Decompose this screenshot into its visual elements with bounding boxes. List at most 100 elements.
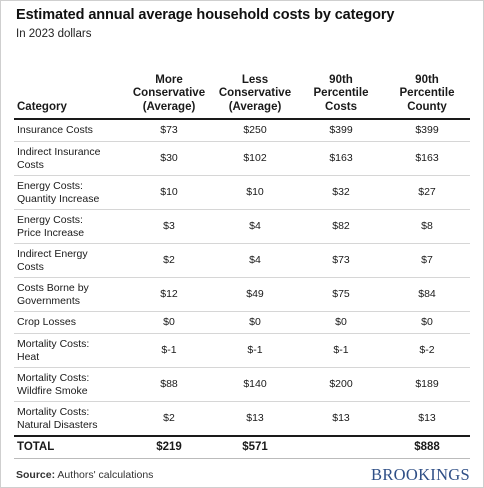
table-row: Energy Costs: Price Increase $3 $4 $82 $8 <box>14 209 470 244</box>
brookings-logo: BROOKINGS <box>371 465 470 484</box>
text-line: 90th <box>329 73 353 86</box>
column-header: 90th Percentile County <box>384 68 470 120</box>
value-cell: $27 <box>384 175 470 210</box>
text-line: Percentile <box>399 87 455 99</box>
value-cell: $140 <box>212 367 298 402</box>
text-line: Costs Borne by <box>17 282 89 294</box>
text-line: Mortality Costs: <box>17 338 90 350</box>
value-cell: $2 <box>126 401 212 437</box>
value-cell: $163 <box>384 141 470 176</box>
value-cell: $4 <box>212 243 298 278</box>
source-label: Source: <box>16 469 56 481</box>
value-cell: $163 <box>298 141 384 176</box>
text-line: Quantity Increase <box>17 192 100 205</box>
text-line: Natural Disasters <box>17 418 98 431</box>
category-cell: Mortality Costs: Heat <box>14 333 126 368</box>
value-cell: $3 <box>126 209 212 244</box>
text-line: Conservative <box>218 87 292 99</box>
text-line: More <box>155 73 183 86</box>
text-line: Percentile <box>313 87 369 99</box>
text-line: Category <box>17 100 67 113</box>
text-line: 90th <box>415 73 439 86</box>
value-cell: $13 <box>384 401 470 437</box>
table-row: Mortality Costs: Wildfire Smoke $88 $140 $20… <box>14 367 470 402</box>
text-line: Energy Costs: <box>17 180 83 192</box>
value-cell: $8 <box>384 209 470 244</box>
total-value <box>298 435 384 459</box>
text-line: (Average) <box>142 100 196 113</box>
category-cell: Mortality Costs: Wildfire Smoke <box>14 367 126 402</box>
value-cell: $200 <box>298 367 384 402</box>
table-row: Mortality Costs: Natural Disasters $2 $13 $1… <box>14 401 470 437</box>
value-cell: $10 <box>126 175 212 210</box>
value-cell: $30 <box>126 141 212 176</box>
value-cell: $0 <box>384 311 470 334</box>
text-line: Costs <box>325 100 357 113</box>
category-cell: Costs Borne by Governments <box>14 277 126 312</box>
header-row: Category More Conservative (Average) Less Con… <box>14 68 470 120</box>
text-line: Energy Costs: <box>17 214 83 226</box>
column-header: More Conservative (Average) <box>126 68 212 120</box>
text-line: Insurance Costs <box>17 124 93 137</box>
table-subtitle: In 2023 dollars <box>16 28 92 40</box>
value-cell: $399 <box>384 119 470 142</box>
value-cell: $-1 <box>298 333 384 368</box>
value-cell: $13 <box>298 401 384 437</box>
table-row: Indirect Energy Costs $2 $4 $73 $7 <box>14 243 470 278</box>
value-cell: $84 <box>384 277 470 312</box>
value-cell: $13 <box>212 401 298 437</box>
value-cell: $32 <box>298 175 384 210</box>
text-line: Indirect Energy <box>17 248 88 260</box>
value-cell: $2 <box>126 243 212 278</box>
value-cell: $399 <box>298 119 384 142</box>
category-cell: Energy Costs: Price Increase <box>14 209 126 244</box>
text-line: Mortality Costs: <box>17 372 90 384</box>
text-line: Indirect Insurance <box>17 146 101 158</box>
total-value: $219 <box>126 435 212 459</box>
value-cell: $10 <box>212 175 298 210</box>
category-cell: Insurance Costs <box>14 119 126 142</box>
category-cell: Indirect Insurance Costs <box>14 141 126 176</box>
text-line: Governments <box>17 294 81 307</box>
column-header: Less Conservative (Average) <box>212 68 298 120</box>
category-cell: Crop Losses <box>14 311 126 334</box>
text-line: (Average) <box>228 100 282 113</box>
text-line: Costs <box>17 158 44 171</box>
text-line: Crop Losses <box>17 316 76 329</box>
value-cell: $102 <box>212 141 298 176</box>
value-cell: $82 <box>298 209 384 244</box>
value-cell: $-1 <box>212 333 298 368</box>
value-cell: $73 <box>126 119 212 142</box>
table-row: Costs Borne by Governments $12 $49 $75 $84 <box>14 277 470 312</box>
value-cell: $0 <box>126 311 212 334</box>
value-cell: $88 <box>126 367 212 402</box>
text-line: Heat <box>17 350 40 363</box>
table-row: Insurance Costs $73 $250 $399 $399 <box>14 119 470 142</box>
category-cell: Energy Costs: Quantity Increase <box>14 175 126 210</box>
table-title: Estimated annual average household costs… <box>16 7 395 23</box>
total-value: $888 <box>384 435 470 459</box>
source-text: Authors' calculations <box>55 469 154 481</box>
value-cell: $49 <box>212 277 298 312</box>
value-cell: $-2 <box>384 333 470 368</box>
value-cell: $73 <box>298 243 384 278</box>
value-cell: $75 <box>298 277 384 312</box>
table-row: Energy Costs: Quantity Increase $10 $10 $32 $… <box>14 175 470 210</box>
total-value: $571 <box>212 435 298 459</box>
text-line: Price Increase <box>17 226 85 239</box>
total-row: TOTAL $219 $571 $888 <box>14 435 470 459</box>
table-row: Crop Losses $0 $0 $0 $0 <box>14 311 470 334</box>
text-line: Costs <box>17 260 44 273</box>
value-cell: $189 <box>384 367 470 402</box>
total-label: TOTAL <box>14 435 126 459</box>
text-line: Less <box>241 73 269 86</box>
table-row: Mortality Costs: Heat $-1 $-1 $-1 $-2 <box>14 333 470 368</box>
text-line: County <box>407 100 447 113</box>
category-cell: Indirect Energy Costs <box>14 243 126 278</box>
column-header: 90th Percentile Costs <box>298 68 384 120</box>
value-cell: $0 <box>212 311 298 334</box>
cost-table: Category More Conservative (Average) Less Con… <box>14 68 470 459</box>
value-cell: $4 <box>212 209 298 244</box>
value-cell: $12 <box>126 277 212 312</box>
text-line: Mortality Costs: <box>17 406 90 418</box>
